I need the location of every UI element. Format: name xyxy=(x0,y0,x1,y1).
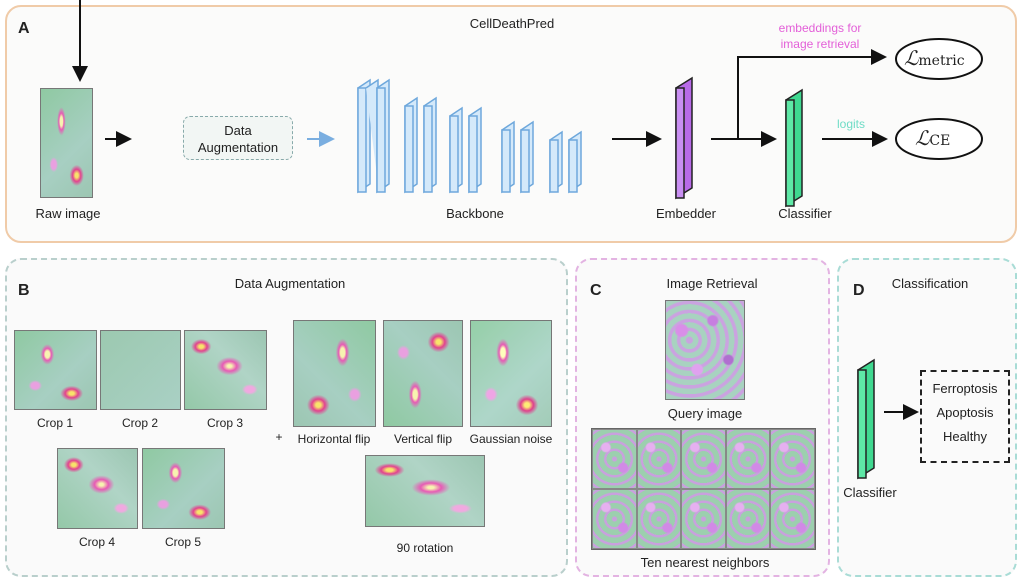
panel-a-letter: A xyxy=(18,20,30,37)
loss-metric-ellipse xyxy=(895,38,983,80)
class-ferroptosis: Ferroptosis xyxy=(932,381,998,396)
nearest-neighbors-grid xyxy=(591,428,816,550)
panel-a-title: CellDeathPred xyxy=(469,16,555,31)
panel-d-letter: D xyxy=(853,282,865,299)
data-augmentation-line1: Data xyxy=(224,123,252,138)
loss-metric: ℒmetric xyxy=(904,46,965,70)
vertical-flip-label: Vertical flip xyxy=(393,432,453,446)
embeddings-note: embeddings for image retrieval xyxy=(779,20,862,52)
neighbors-label: Ten nearest neighbors xyxy=(640,555,770,570)
neighbor-image xyxy=(636,429,682,489)
crop-3-label: Crop 3 xyxy=(206,416,244,430)
neighbor-image xyxy=(636,489,682,549)
embeddings-note-line2: image retrieval xyxy=(780,37,860,51)
embedder-label: Embedder xyxy=(656,206,716,221)
crop-1-image xyxy=(14,330,97,410)
panel-a-diagram xyxy=(72,0,983,208)
neighbor-image xyxy=(725,489,771,549)
raw-image xyxy=(40,88,93,198)
classifier-label: Classifier xyxy=(778,206,832,221)
data-augmentation-line2: Augmentation xyxy=(197,140,279,155)
neighbor-image xyxy=(592,489,637,549)
crop-4-image xyxy=(57,448,138,529)
classifier-icon xyxy=(857,358,875,480)
gaussian-noise-label: Gaussian noise xyxy=(469,432,553,446)
neighbor-image xyxy=(770,489,815,549)
query-image-label: Query image xyxy=(667,406,743,421)
query-image xyxy=(665,300,745,400)
loss-ce-symbol: ℒ xyxy=(915,126,930,150)
class-healthy: Healthy xyxy=(942,429,988,444)
crop-2-label: Crop 2 xyxy=(121,416,159,430)
rotation-90-label: 90 rotation xyxy=(396,541,454,555)
class-list-box: Ferroptosis Apoptosis Healthy xyxy=(920,370,1010,463)
neighbor-image xyxy=(592,429,637,489)
crop-2-image xyxy=(100,330,181,410)
classifier-icon xyxy=(785,88,803,208)
backbone-label: Backbone xyxy=(446,206,504,221)
panel-d-classifier-label: Classifier xyxy=(843,485,897,500)
crop-5-image xyxy=(142,448,225,529)
crop-3-image xyxy=(184,330,267,410)
arrow-embeddings-to-metric xyxy=(737,49,887,139)
crop-1-label: Crop 1 xyxy=(36,416,74,430)
loss-ce: ℒCE xyxy=(915,126,950,150)
loss-ce-sub: CE xyxy=(929,133,951,149)
gaussian-noise-image xyxy=(470,320,552,427)
horizontal-flip-image xyxy=(293,320,376,427)
raw-image-label: Raw image xyxy=(35,206,101,221)
embedder-icon xyxy=(675,76,693,200)
backbone-icon xyxy=(357,78,582,194)
neighbor-image xyxy=(725,429,771,489)
crop-5-label: Crop 5 xyxy=(164,535,202,549)
horizontal-flip-label: Horizontal flip xyxy=(297,432,371,446)
loss-metric-symbol: ℒ xyxy=(904,46,919,70)
crop-4-label: Crop 4 xyxy=(78,535,116,549)
neighbor-image xyxy=(681,429,726,489)
embeddings-note-line1: embeddings for xyxy=(778,21,862,35)
plus-sign: + xyxy=(275,430,283,444)
panel-c-title: Image Retrieval xyxy=(666,276,758,291)
panel-d-classifier-diagram xyxy=(857,358,919,480)
logits-note: logits xyxy=(836,117,866,131)
panel-d-title: Classification xyxy=(891,276,969,291)
data-augmentation-box: Data Augmentation xyxy=(183,116,293,160)
neighbor-image xyxy=(770,429,815,489)
panel-b-letter: B xyxy=(18,282,30,299)
rotation-90-image xyxy=(365,455,485,527)
panel-b-title: Data Augmentation xyxy=(234,276,346,291)
vertical-flip-image xyxy=(383,320,463,427)
neighbor-image xyxy=(681,489,726,549)
panel-c-letter: C xyxy=(590,282,602,299)
loss-ce-ellipse xyxy=(895,118,983,160)
loss-metric-sub: metric xyxy=(918,53,965,69)
class-apoptosis: Apoptosis xyxy=(936,405,994,420)
